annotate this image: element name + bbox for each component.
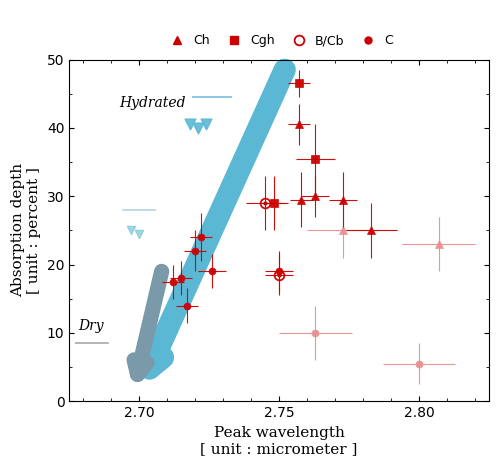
Text: Hydrated: Hydrated xyxy=(120,96,186,110)
Text: Dry: Dry xyxy=(78,318,104,333)
Point xyxy=(202,120,210,128)
X-axis label: Peak wavelength
[ unit : micrometer ]: Peak wavelength [ unit : micrometer ] xyxy=(200,426,358,456)
Point xyxy=(186,120,194,128)
Point xyxy=(127,226,135,234)
Point xyxy=(136,230,143,238)
Y-axis label: Absorption depth
[ unit : percent ]: Absorption depth [ unit : percent ] xyxy=(11,163,42,297)
Legend: Ch, Cgh, B/Cb, C: Ch, Cgh, B/Cb, C xyxy=(162,32,396,50)
Point xyxy=(194,124,202,132)
